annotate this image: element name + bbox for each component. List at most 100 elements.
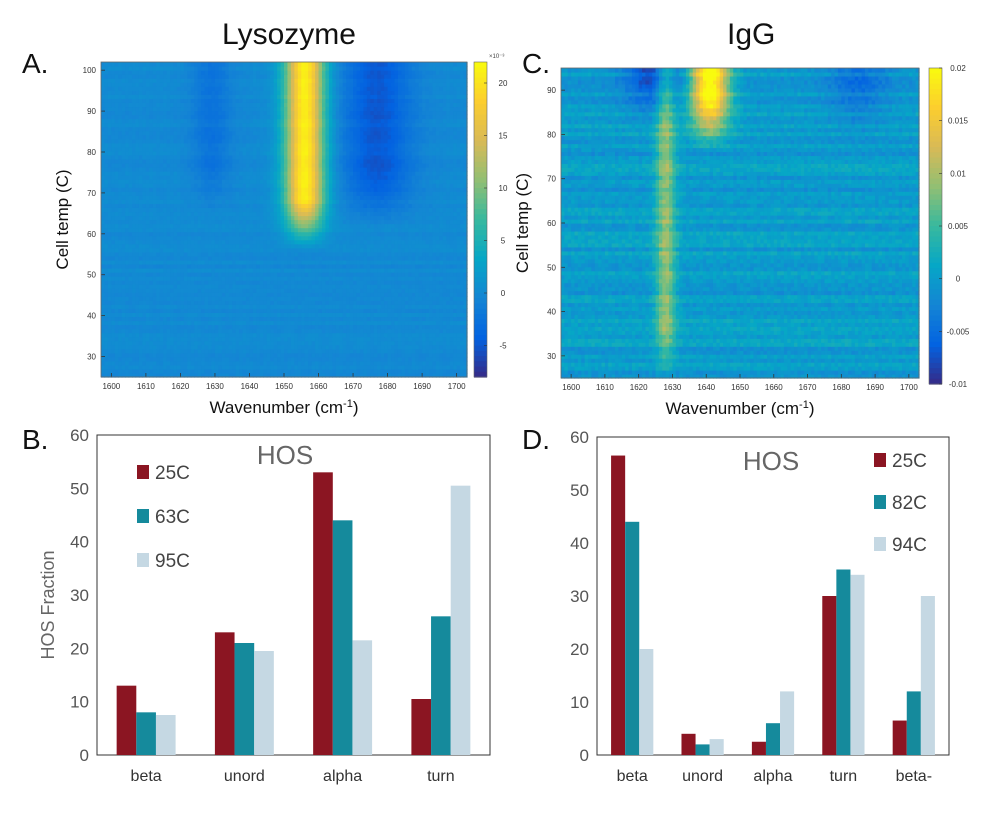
heatmap-cell: [214, 352, 219, 358]
heatmap-cell: [439, 284, 444, 289]
heatmap-cell: [325, 308, 330, 313]
heatmap-cell: [404, 308, 409, 313]
heatmap-cell: [304, 195, 309, 200]
heatmap-cell: [246, 344, 251, 350]
heatmap-cell: [325, 191, 330, 196]
heatmap-cell: [263, 360, 268, 366]
heatmap-cell: [377, 207, 382, 213]
heatmap-cell: [111, 227, 116, 233]
heatmap-cell: [228, 227, 233, 233]
heatmap-cell: [163, 324, 168, 330]
heatmap-cell: [163, 211, 168, 217]
heatmap-cell: [266, 348, 271, 354]
heatmap-cell: [311, 259, 316, 265]
heatmap-cell: [339, 231, 344, 237]
heatmap-cell: [114, 187, 119, 192]
heatmap-cell: [135, 332, 140, 338]
heatmap-cell: [228, 187, 233, 192]
heatmap-cell: [463, 340, 468, 346]
heatmap-cell: [118, 372, 123, 378]
heatmap-cell: [311, 316, 316, 322]
heatmap-cell: [349, 280, 354, 285]
heatmap-cell: [180, 308, 185, 313]
heatmap-cell: [463, 280, 468, 285]
heatmap-cell: [111, 312, 116, 318]
heatmap-cell: [460, 223, 465, 229]
heatmap-cell: [149, 267, 154, 273]
heatmap-cell: [273, 272, 278, 277]
heatmap-cell: [359, 284, 365, 289]
heatmap-cell: [425, 288, 430, 293]
heatmap-cell: [429, 267, 434, 273]
heatmap-cell: [315, 227, 320, 233]
heatmap-cell: [142, 284, 147, 289]
heatmap-cell: [418, 288, 423, 293]
heatmap-cell: [242, 207, 247, 213]
heatmap-cell: [370, 195, 375, 200]
heatmap-cell: [321, 243, 327, 249]
heatmap-cell: [346, 239, 351, 245]
heatmap-cell: [170, 207, 175, 213]
heatmap-cell: [180, 352, 185, 358]
heatmap-cell: [415, 312, 420, 318]
heatmap-cell: [114, 203, 119, 208]
heatmap-cell: [297, 215, 302, 221]
heatmap-cell: [132, 356, 137, 362]
heatmap-cell: [380, 223, 385, 229]
heatmap-cell: [239, 191, 244, 196]
heatmap-cell: [284, 255, 289, 261]
heatmap-cell: [408, 336, 413, 342]
heatmap-cell: [249, 316, 254, 322]
heatmap-cell: [339, 308, 344, 313]
heatmap-cell: [280, 272, 285, 277]
heatmap-cell: [432, 199, 437, 204]
heatmap-cell: [128, 251, 133, 257]
heatmap-cell: [107, 368, 112, 374]
heatmap-cell: [435, 223, 440, 229]
heatmap-cell: [135, 352, 140, 358]
heatmap-cell: [132, 267, 137, 273]
heatmap-cell: [346, 263, 351, 269]
heatmap-cell: [356, 344, 361, 350]
heatmap-cell: [394, 199, 399, 204]
heatmap-cell: [252, 300, 257, 305]
heatmap-cell: [201, 251, 206, 257]
heatmap-cell: [356, 364, 361, 370]
heatmap-cell: [232, 191, 237, 196]
heatmap-cell: [270, 332, 275, 338]
heatmap-cell: [173, 360, 178, 366]
heatmap-cell: [349, 296, 354, 301]
heatmap-cell: [159, 211, 164, 217]
heatmap-cell: [353, 207, 358, 213]
heatmap-cell: [397, 199, 402, 204]
heatmap-cell: [256, 195, 261, 200]
heatmap-cell: [442, 312, 447, 318]
heatmap-cell: [125, 211, 130, 217]
heatmap-cell: [208, 300, 213, 305]
heatmap-cell: [107, 292, 112, 297]
heatmap-cell: [397, 263, 402, 269]
heatmap-cell: [246, 223, 251, 229]
heatmap-cell: [311, 227, 316, 233]
heatmap-cell: [201, 292, 206, 297]
heatmap-cell: [166, 352, 171, 358]
heatmap-cell: [356, 336, 361, 342]
heatmap-cell: [380, 227, 385, 233]
heatmap-cell: [370, 280, 375, 285]
heatmap-cell: [125, 219, 130, 225]
heatmap-cell: [411, 364, 416, 370]
heatmap-cell: [415, 340, 420, 346]
heatmap-cell: [349, 300, 354, 305]
heatmap-cell: [353, 199, 358, 204]
heatmap-cell: [328, 276, 333, 281]
heatmap-cell: [242, 316, 247, 322]
heatmap-cell: [138, 324, 144, 330]
heatmap-cell: [156, 276, 161, 281]
heatmap-cell: [321, 364, 327, 370]
heatmap-cell: [273, 352, 278, 358]
heatmap-cell: [125, 276, 130, 281]
heatmap-cell: [394, 304, 399, 309]
heatmap-cell: [235, 344, 240, 350]
heatmap-cell: [422, 239, 427, 245]
heatmap-cell: [380, 272, 385, 277]
